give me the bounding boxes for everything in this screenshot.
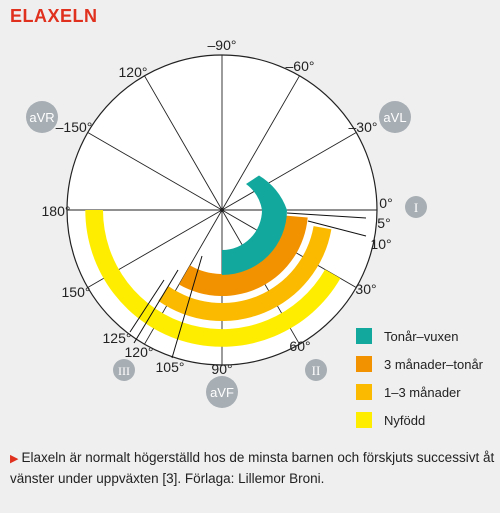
angle-label-180: 180° <box>42 203 71 219</box>
angle-label-150: 150° <box>62 284 91 300</box>
legend-label: Tonår–vuxen <box>384 328 459 344</box>
lead-label-iii: III <box>118 364 130 378</box>
angle-label-90: 90° <box>211 361 232 377</box>
lead-label-avl: aVL <box>383 110 406 125</box>
leader-lines <box>129 212 367 359</box>
angle-label-60: 60° <box>289 338 310 354</box>
legend-item-tonar-vuxen: Tonår–vuxen <box>356 322 483 350</box>
angle-label-120-bottom: 120° <box>125 344 154 360</box>
caption-marker-icon: ▶ <box>10 453 19 465</box>
angle-label-0: 0° <box>379 195 392 211</box>
angle-label-neg60: –60° <box>286 58 315 74</box>
angle-label-neg150: –150° <box>56 119 93 135</box>
angle-label-120-top: 120° <box>119 64 148 80</box>
legend-swatch <box>356 384 372 400</box>
lead-label-i: I <box>414 200 418 215</box>
lead-badge-iii <box>113 359 135 381</box>
legend-label: 1–3 månader <box>384 384 461 400</box>
legend-item-1-3-manader: 1–3 månader <box>356 378 483 406</box>
legend-label: 3 månader–tonår <box>384 356 484 372</box>
angle-label-125: 125° <box>103 330 132 346</box>
angle-label-neg30: –30° <box>349 119 378 135</box>
legend-item-3-manader-tonar: 3 månader–tonår <box>356 350 483 378</box>
angle-label-neg90: –90° <box>208 37 237 53</box>
angle-label-105: 105° <box>156 359 185 375</box>
arc-3-manader-tonar <box>179 215 308 297</box>
legend-swatch <box>356 328 372 344</box>
angle-label-30: 30° <box>355 281 376 297</box>
angle-label-5: 5° <box>377 215 390 231</box>
lead-badge-i <box>405 196 427 218</box>
lead-label-avr: aVR <box>29 110 54 125</box>
lead-badge-ii <box>305 359 327 381</box>
legend-swatch <box>356 412 372 428</box>
lead-badge-avl <box>379 101 411 133</box>
figure-caption: ▶ Elaxeln är normalt högerställd hos de m… <box>10 448 495 488</box>
arc-nyfodd <box>85 210 341 347</box>
legend-swatch <box>356 356 372 372</box>
figure-title: ELAXELN <box>10 6 98 26</box>
legend-item-nyfodd: Nyfödd <box>356 406 483 434</box>
arc-1-3-manader <box>158 226 332 322</box>
angle-label-10: 10° <box>370 236 391 252</box>
legend-label: Nyfödd <box>384 412 426 428</box>
lead-badge-avr <box>26 101 58 133</box>
caption-text: Elaxeln är normalt högerställd hos de mi… <box>10 450 495 486</box>
legend: Tonår–vuxen 3 månader–tonår 1–3 månader … <box>356 322 483 434</box>
lead-label-ii: II <box>312 363 321 378</box>
center-point <box>220 208 224 212</box>
axis-diagram: –90° –60° –30° –150° 120° 0° 5° 10° 30° … <box>26 37 427 408</box>
arc-tonar-vuxen <box>222 175 287 275</box>
lead-label-avf: aVF <box>210 385 234 400</box>
lead-badge-avf <box>206 376 238 408</box>
